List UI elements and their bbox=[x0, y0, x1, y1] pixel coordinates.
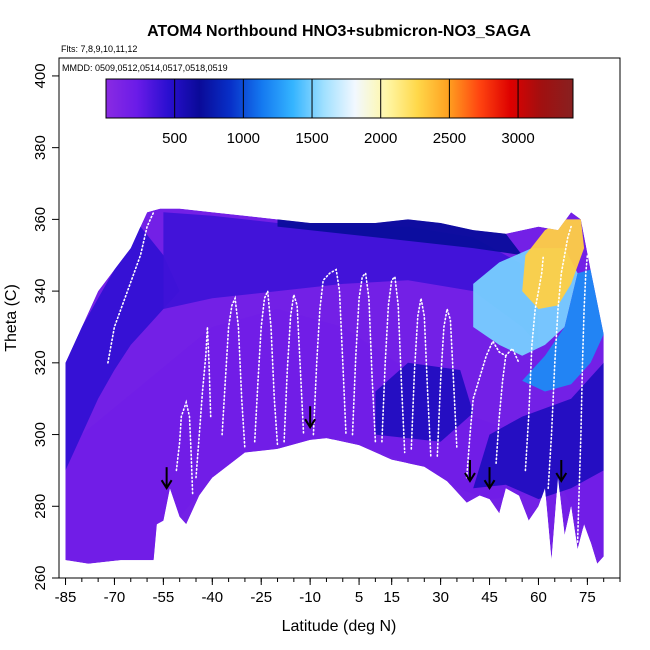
x-tick-label: -40 bbox=[201, 589, 223, 606]
x-tick-label: 45 bbox=[481, 589, 498, 606]
flight-track bbox=[524, 254, 545, 472]
colorbar-tick-label: 2000 bbox=[364, 130, 397, 147]
y-axis: 260 280 300 320 340 360 380 400 bbox=[32, 63, 59, 591]
x-tick-label: -25 bbox=[250, 589, 272, 606]
heatmap-region bbox=[65, 226, 180, 471]
flight-tracks bbox=[107, 211, 589, 543]
flight-track bbox=[436, 308, 458, 457]
flight-track bbox=[221, 295, 246, 450]
arrow-head bbox=[464, 472, 476, 483]
x-tick-label: 30 bbox=[432, 589, 449, 606]
y-tick-label: 280 bbox=[32, 494, 49, 519]
x-axis: -85 -70 -55 -40 -25 -10 5 15 30 45 60 75 bbox=[55, 578, 621, 606]
y-tick-label: 360 bbox=[32, 207, 49, 232]
y-tick-label: 380 bbox=[32, 135, 49, 160]
heatmap-region bbox=[522, 219, 585, 309]
arrow-marker bbox=[483, 467, 496, 491]
arrow-head bbox=[304, 418, 316, 430]
x-axis-label: Latitude (deg N) bbox=[282, 618, 397, 635]
flight-track bbox=[547, 225, 572, 490]
arrow-marker bbox=[304, 406, 316, 430]
colorbar-ticks: 500 1000 1500 2000 2500 3000 bbox=[162, 79, 535, 147]
arrow-marker bbox=[160, 467, 173, 491]
flight-track bbox=[253, 287, 279, 447]
x-tick-label: -85 bbox=[55, 589, 77, 606]
y-tick-label: 340 bbox=[32, 279, 49, 304]
flight-track bbox=[351, 271, 377, 443]
heatmap-region bbox=[522, 269, 604, 392]
x-tick-label: 5 bbox=[355, 589, 363, 606]
colorbar-tick-label: 2500 bbox=[433, 130, 466, 147]
flight-track bbox=[283, 294, 305, 443]
x-tick-label: 60 bbox=[530, 589, 547, 606]
y-tick-label: 320 bbox=[32, 350, 49, 375]
flight-track bbox=[410, 298, 432, 457]
colorbar-tick-label: 1000 bbox=[227, 130, 260, 147]
arrow-head bbox=[483, 479, 496, 491]
arrow-marker bbox=[555, 460, 568, 483]
x-tick-label: -70 bbox=[104, 589, 126, 606]
x-tick-label: -10 bbox=[299, 589, 321, 606]
y-tick-label: 400 bbox=[32, 63, 49, 88]
flight-track bbox=[495, 354, 507, 465]
flight-track bbox=[465, 339, 520, 479]
flight-track bbox=[195, 326, 212, 479]
colorbar-tick-label: 500 bbox=[162, 130, 187, 147]
arrow-markers bbox=[160, 406, 568, 491]
flights-note: Flts: 7,8,9,10,11,12 bbox=[61, 44, 137, 54]
y-tick-label: 300 bbox=[32, 422, 49, 447]
heatmap-region bbox=[65, 309, 604, 561]
heatmap-region bbox=[473, 362, 604, 500]
colorbar: 500 1000 1500 2000 2500 3000 bbox=[105, 78, 574, 147]
heatmap-region bbox=[163, 212, 539, 345]
x-tick-label: 15 bbox=[383, 589, 400, 606]
plot-frame bbox=[58, 57, 621, 579]
arrow-head bbox=[555, 472, 568, 483]
y-axis-label: Theta (C) bbox=[3, 284, 20, 352]
colorbar-tick-label: 3000 bbox=[501, 130, 534, 147]
chart-title: ATOM4 Northbound HNO3+submicron-NO3_SAGA bbox=[147, 23, 531, 40]
heatmap-region bbox=[375, 362, 474, 442]
arrow-head bbox=[160, 479, 173, 491]
flight-track bbox=[576, 254, 589, 543]
x-tick-label: 75 bbox=[579, 589, 596, 606]
y-tick-label: 260 bbox=[32, 565, 49, 590]
colorbar-tick-label: 1500 bbox=[295, 130, 328, 147]
colorbar-gradient bbox=[105, 78, 574, 119]
flight-track bbox=[312, 268, 347, 436]
x-tick-label: -55 bbox=[153, 589, 175, 606]
arrow-marker bbox=[464, 460, 476, 483]
flight-track bbox=[107, 211, 155, 364]
dates-note: MMDD: 0509,0512,0514,0517,0518,0519 bbox=[62, 63, 228, 73]
flight-track bbox=[175, 399, 194, 497]
flight-track bbox=[381, 274, 406, 454]
